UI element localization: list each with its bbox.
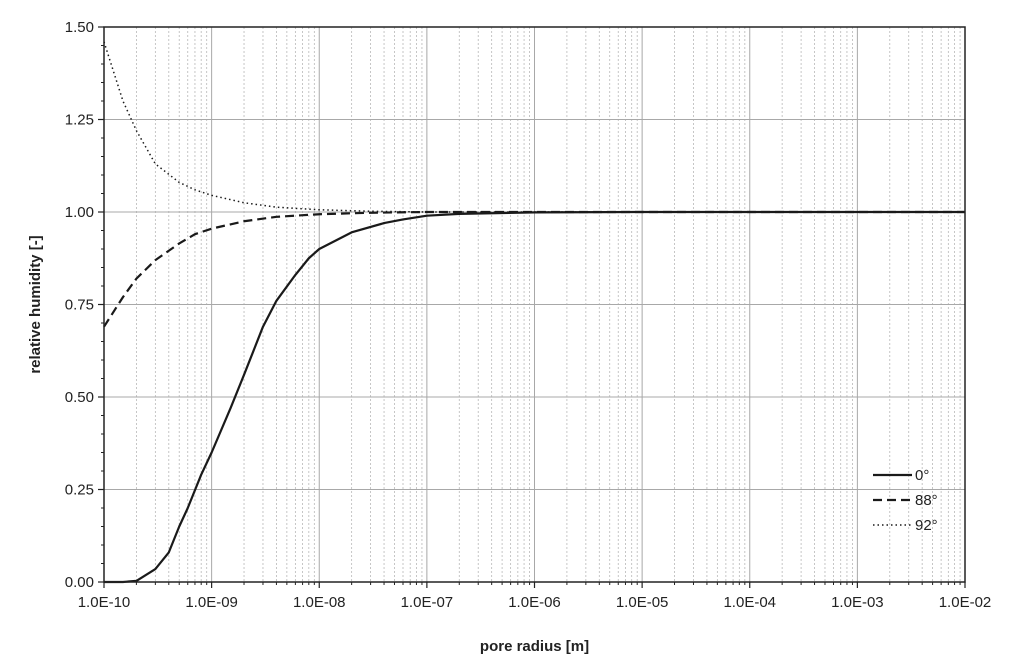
x-tick-label: 1.0E-03: [831, 594, 884, 611]
x-tick-label: 1.0E-02: [939, 594, 992, 611]
x-tick-label: 1.0E-07: [401, 594, 454, 611]
series-line-1: [103, 210, 965, 328]
y-tick-label: 0.00: [65, 574, 94, 591]
x-tick-label: 1.0E-05: [616, 594, 669, 611]
y-axis-title: relative humidity [-]: [27, 235, 44, 373]
legend-label: 0°: [915, 467, 929, 484]
y-tick-label: 0.25: [65, 482, 94, 499]
series-layer: [103, 41, 965, 584]
y-tick-label: 1.25: [65, 112, 94, 129]
y-tick-label: 1.00: [65, 204, 94, 221]
x-axis-title: pore radius [m]: [480, 638, 589, 655]
x-axis-ticks: 1.0E-10 1.0E-09 1.0E-08 1.0E-07 1.0E-06 1.0E-…: [78, 582, 992, 611]
legend: 0° 88° 92°: [873, 467, 938, 534]
x-tick-label: 1.0E-10: [78, 594, 131, 611]
x-tick-label: 1.0E-04: [723, 594, 776, 611]
y-tick-label: 0.75: [65, 297, 94, 314]
x-tick-label: 1.0E-09: [185, 594, 238, 611]
x-tick-label: 1.0E-08: [293, 594, 346, 611]
x-tick-label: 1.0E-06: [508, 594, 561, 611]
legend-label: 88°: [915, 492, 938, 509]
y-axis-ticks: 0.00 0.25 0.50 0.75 1.00 1.25 1.50: [65, 19, 104, 591]
y-tick-label: 0.50: [65, 389, 94, 406]
legend-label: 92°: [915, 517, 938, 534]
y-tick-label: 1.50: [65, 19, 94, 36]
